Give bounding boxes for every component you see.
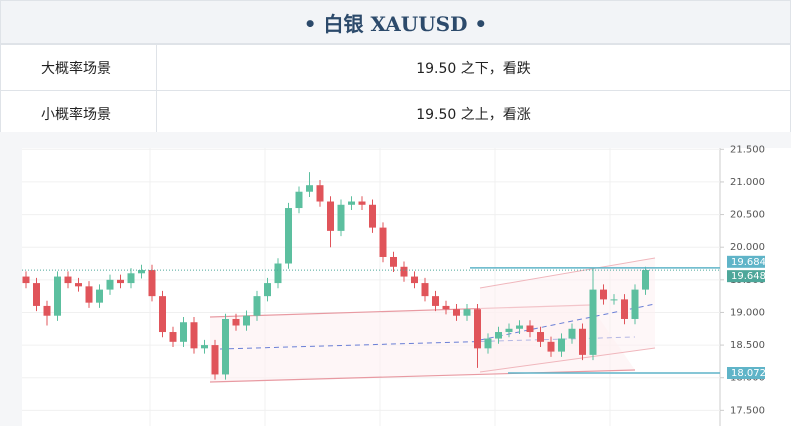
candle-body — [631, 289, 639, 319]
candle-body — [106, 279, 114, 290]
candle-body — [505, 328, 513, 333]
candle-body — [442, 305, 450, 310]
y-tick-label: 19.000 — [730, 307, 765, 318]
y-tick-label: 21.000 — [730, 177, 765, 188]
candle-body — [22, 276, 30, 284]
candle-body — [243, 315, 250, 326]
candle-body — [285, 208, 292, 264]
candle-body — [190, 322, 198, 349]
candle-body — [33, 283, 40, 306]
candle-body — [306, 185, 313, 192]
y-tick-label: 17.500 — [730, 405, 765, 416]
candle-body — [358, 201, 366, 205]
cell: 大概率场景 — [0, 44, 157, 91]
candle-body — [495, 332, 502, 339]
candle-body — [390, 256, 397, 267]
candle-body — [568, 328, 576, 339]
candle-body — [589, 289, 597, 355]
title: • 白银 XAUUSD • — [0, 0, 791, 44]
candle-body — [400, 266, 408, 277]
candle-body — [579, 328, 586, 355]
candle-body — [138, 270, 145, 274]
candle-body — [337, 204, 345, 231]
candle-body — [453, 309, 460, 316]
candle-body — [232, 318, 240, 326]
price-label-bg — [727, 270, 765, 283]
chart-panel: 17.50018.00018.50019.00019.50020.00020.5… — [0, 132, 791, 426]
cell: 19.50 之上，看涨 — [156, 90, 791, 137]
candle-body — [222, 318, 229, 375]
scenario-table: 大概率场景 19.50 之下，看跌 小概率场景 19.50 之上，看涨 — [0, 44, 791, 137]
y-tick-label: 20.000 — [730, 242, 765, 253]
row: 小概率场景 19.50 之上，看涨 — [0, 90, 791, 137]
candle-body — [463, 309, 471, 316]
candle-body — [621, 299, 628, 319]
candle-body — [379, 227, 387, 257]
candle-body — [421, 283, 429, 297]
candle-body — [327, 201, 334, 231]
chart-bg — [22, 148, 791, 426]
price-label: 18.072 — [731, 368, 766, 379]
candle-body — [253, 296, 261, 316]
candle-body — [547, 341, 555, 352]
chart: 17.50018.00018.50019.00019.50020.00020.5… — [22, 144, 791, 426]
candle-body — [411, 276, 418, 284]
candle-body — [348, 201, 355, 205]
candle-body — [558, 338, 565, 352]
candle-body — [96, 289, 103, 303]
candle-body — [201, 345, 208, 349]
price-label-bg — [727, 255, 765, 268]
candle-body — [432, 296, 439, 306]
candle-body — [211, 345, 219, 375]
candle-body — [610, 299, 618, 301]
candle-body — [537, 332, 544, 342]
candle-body — [484, 338, 492, 349]
candle-body — [180, 322, 187, 342]
candle-body — [148, 270, 156, 297]
candle-body — [159, 296, 166, 333]
candle-body — [600, 289, 607, 300]
candle-body — [85, 286, 93, 303]
candle-body — [264, 283, 271, 297]
cell: 小概率场景 — [0, 90, 157, 137]
price-label-bg — [727, 367, 765, 380]
row: 大概率场景 19.50 之下，看跌 — [0, 44, 791, 91]
y-tick-label: 20.500 — [730, 210, 765, 221]
price-label: 19.648 — [731, 271, 766, 282]
candle-body — [169, 332, 177, 342]
cell: 19.50 之下，看跌 — [156, 44, 791, 91]
candle-body — [43, 305, 51, 316]
candle-body — [127, 273, 135, 284]
candle-body — [516, 325, 523, 329]
candle-body — [54, 276, 61, 316]
drawings — [209, 257, 656, 383]
candle-body — [64, 276, 72, 284]
candle-body — [316, 185, 324, 202]
y-tick-label: 21.500 — [730, 144, 765, 155]
candle-body — [117, 279, 124, 284]
candle-body — [75, 283, 82, 287]
candle-body — [642, 270, 649, 290]
y-tick-label: 18.500 — [730, 340, 765, 351]
candle-body — [295, 191, 303, 209]
candle-body — [474, 309, 481, 349]
candle-body — [369, 204, 376, 228]
price-label: 19.684 — [731, 257, 766, 268]
candle-body — [274, 263, 282, 284]
candle-body — [526, 325, 534, 333]
